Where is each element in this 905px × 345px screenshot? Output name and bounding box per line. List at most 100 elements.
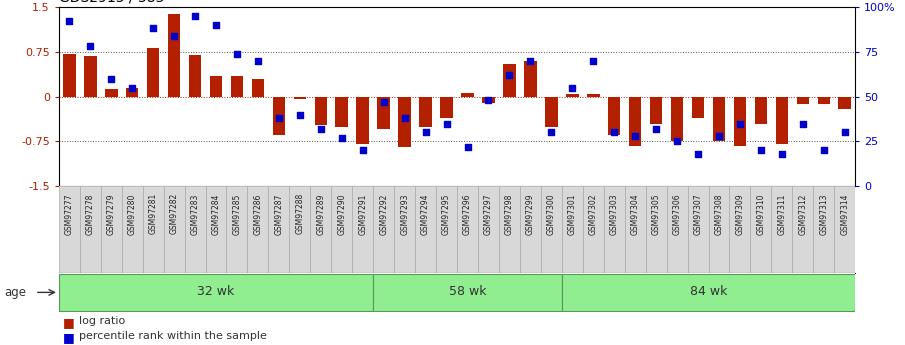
Text: GSM97287: GSM97287 — [274, 193, 283, 235]
Point — [502, 72, 517, 78]
Text: GSM97307: GSM97307 — [693, 193, 702, 235]
Bar — [290, 186, 310, 273]
Bar — [63, 53, 76, 97]
Text: GSM97309: GSM97309 — [736, 193, 745, 235]
Bar — [147, 48, 159, 97]
Bar — [667, 186, 688, 273]
Point — [754, 148, 768, 153]
Text: GSM97292: GSM97292 — [379, 193, 388, 235]
Point — [272, 115, 286, 121]
Bar — [482, 97, 495, 102]
Point — [209, 22, 224, 28]
Point — [62, 19, 77, 24]
Bar — [310, 186, 331, 273]
Point — [586, 58, 601, 63]
Point — [607, 130, 622, 135]
Bar — [84, 56, 97, 97]
Point — [733, 121, 748, 126]
Bar — [189, 55, 201, 97]
Text: ■: ■ — [63, 316, 75, 329]
Bar — [817, 97, 830, 104]
Point — [376, 99, 391, 105]
Bar — [524, 61, 537, 97]
Text: GSM97298: GSM97298 — [505, 193, 514, 235]
Text: GSM97312: GSM97312 — [798, 193, 807, 235]
Bar — [100, 186, 121, 273]
Bar — [608, 97, 621, 136]
Bar — [59, 186, 80, 273]
Bar — [645, 186, 667, 273]
Bar — [272, 97, 285, 136]
Bar — [457, 186, 478, 273]
Text: GSM97280: GSM97280 — [128, 193, 137, 235]
Bar — [395, 186, 415, 273]
Point — [481, 97, 496, 103]
Bar — [436, 186, 457, 273]
Bar — [750, 186, 771, 273]
Bar — [357, 97, 369, 145]
Bar — [796, 97, 809, 104]
Bar — [80, 186, 100, 273]
Bar — [315, 97, 327, 125]
Text: GSM97277: GSM97277 — [65, 193, 74, 235]
Point — [711, 133, 726, 139]
Bar — [814, 186, 834, 273]
Text: GSM97281: GSM97281 — [148, 193, 157, 235]
Text: age: age — [5, 286, 26, 299]
Bar — [624, 186, 645, 273]
Bar — [231, 76, 243, 97]
Point — [544, 130, 558, 135]
Bar — [838, 97, 851, 109]
Text: GSM97279: GSM97279 — [107, 193, 116, 235]
Bar — [247, 186, 269, 273]
Bar — [252, 79, 264, 97]
Bar — [566, 93, 578, 97]
Text: GSM97278: GSM97278 — [86, 193, 95, 235]
Bar — [336, 97, 348, 127]
Point — [397, 115, 412, 121]
Text: GSM97304: GSM97304 — [631, 193, 640, 235]
Text: GSM97297: GSM97297 — [484, 193, 493, 235]
Point — [146, 26, 160, 31]
Bar — [771, 186, 793, 273]
Bar — [352, 186, 373, 273]
Point — [670, 139, 684, 144]
Bar — [734, 97, 747, 146]
Point — [292, 112, 307, 117]
Bar — [562, 186, 583, 273]
Point — [356, 148, 370, 153]
Bar — [688, 186, 709, 273]
Bar — [671, 97, 683, 141]
Text: GSM97299: GSM97299 — [526, 193, 535, 235]
Point — [188, 13, 203, 19]
Point — [837, 130, 852, 135]
Text: 84 wk: 84 wk — [690, 285, 728, 298]
Text: GSM97295: GSM97295 — [442, 193, 451, 235]
Text: GSM97293: GSM97293 — [400, 193, 409, 235]
Point — [125, 85, 139, 90]
Bar — [691, 97, 704, 118]
Bar — [373, 186, 395, 273]
Bar — [377, 97, 390, 129]
Text: GSM97288: GSM97288 — [295, 193, 304, 235]
Point — [83, 43, 98, 49]
Text: GSM97301: GSM97301 — [567, 193, 576, 235]
Bar — [650, 97, 662, 124]
Bar — [709, 186, 729, 273]
Bar — [562, 274, 855, 310]
Point — [167, 33, 181, 38]
Bar — [59, 274, 373, 310]
Bar — [587, 93, 599, 97]
Point — [461, 144, 475, 150]
Text: GSM97284: GSM97284 — [212, 193, 221, 235]
Point — [335, 135, 349, 141]
Bar — [519, 186, 541, 273]
Bar — [499, 186, 519, 273]
Bar — [331, 186, 352, 273]
Bar — [834, 186, 855, 273]
Bar — [419, 97, 432, 127]
Text: GSM97283: GSM97283 — [191, 193, 199, 235]
Bar — [185, 186, 205, 273]
Point — [418, 130, 433, 135]
Bar — [293, 97, 306, 99]
